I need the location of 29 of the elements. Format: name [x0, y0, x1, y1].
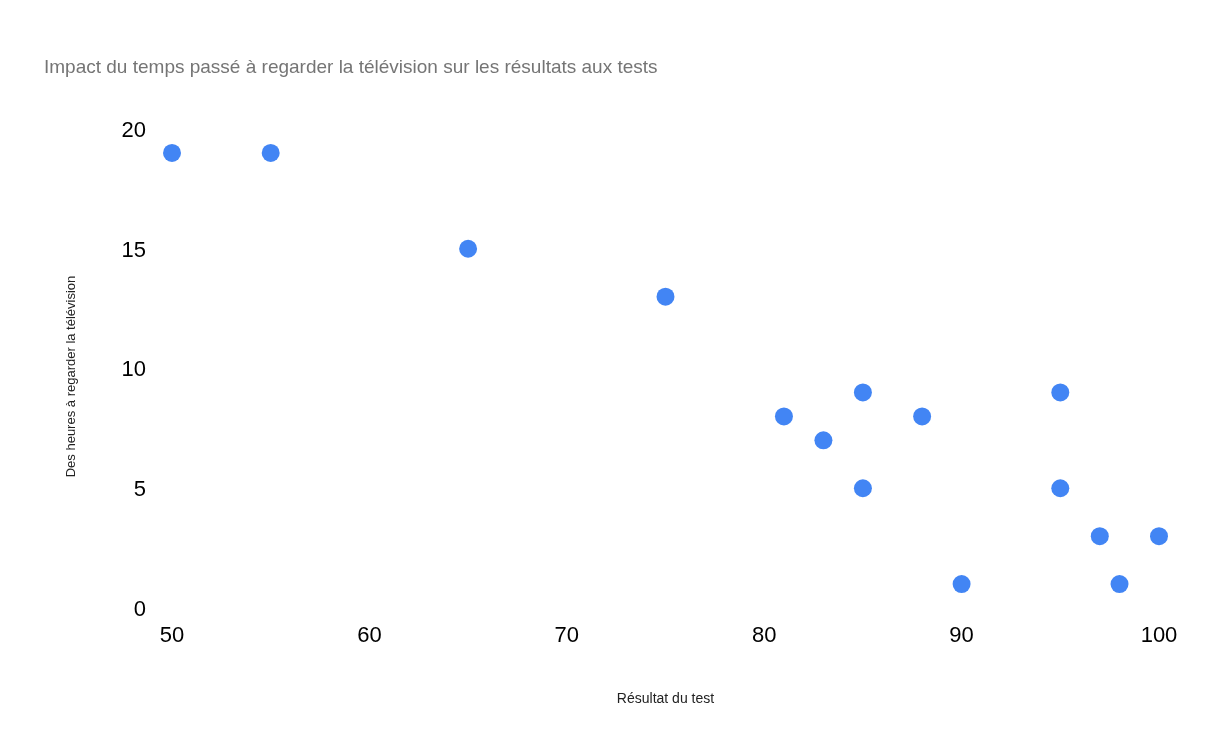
point — [1090, 527, 1109, 546]
x-tick-label: 80 — [751, 621, 777, 647]
point — [853, 479, 872, 498]
point — [163, 143, 181, 162]
chart-title: Impact du temps passé à regarder la télévision sur les résultats aux tests — [44, 56, 658, 78]
point — [952, 575, 971, 594]
y-axis-title: Des heures à regarder la télévision — [62, 275, 78, 478]
x-tick-label: 60 — [357, 621, 382, 647]
point — [814, 431, 833, 450]
x-tick-label: 50 — [159, 621, 185, 647]
x-tick-label: 70 — [554, 621, 580, 647]
point — [913, 407, 932, 426]
point — [1110, 575, 1129, 594]
point — [1051, 479, 1070, 498]
y-tick-label: 10 — [121, 356, 146, 382]
x-tick-label: 100 — [1140, 621, 1178, 647]
point — [459, 239, 478, 258]
point — [1150, 527, 1168, 546]
x-tick-label: 90 — [949, 621, 974, 647]
y-tick-label: 15 — [121, 236, 146, 262]
point — [1051, 383, 1070, 402]
y-tick-label: 5 — [133, 476, 146, 502]
y-tick-label: 20 — [121, 116, 146, 142]
point — [261, 143, 280, 162]
x-axis-title: Résultat du test — [616, 690, 715, 706]
point — [853, 383, 872, 402]
point — [774, 407, 793, 426]
point — [656, 287, 675, 306]
y-tick-label: 0 — [133, 595, 146, 621]
